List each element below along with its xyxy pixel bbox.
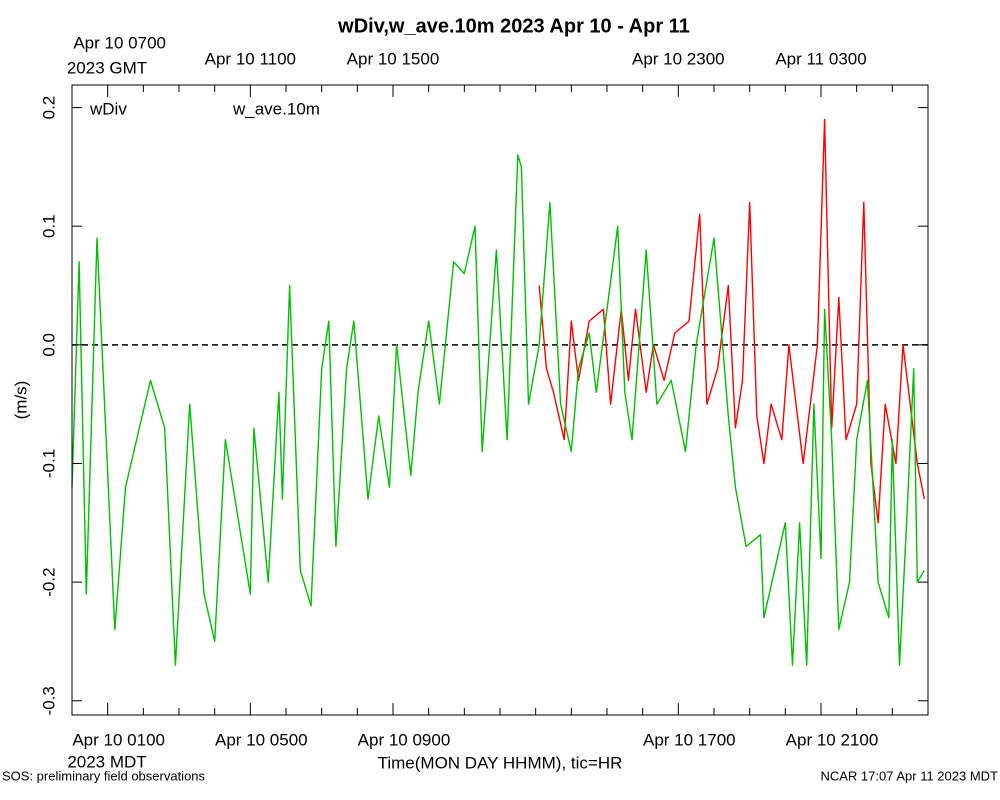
plot-frame xyxy=(71,84,929,716)
x-timezone-label: 2023 MDT xyxy=(67,752,146,771)
plot-area xyxy=(71,118,928,666)
y-tick-label: 0.2 xyxy=(39,96,58,120)
y-tick-label: -0.3 xyxy=(39,686,58,715)
x2-timezone-label: 2023 GMT xyxy=(67,58,147,77)
x-tick-label: Apr 10 1700 xyxy=(643,730,736,749)
y-tick-label: -0.2 xyxy=(39,567,58,596)
x-axis-label: Time(MON DAY HHMM), tic=HR xyxy=(378,753,623,772)
y-tick-label: 0.1 xyxy=(39,214,58,238)
y-tick-label: 0.0 xyxy=(39,333,58,357)
footer-left: SOS: preliminary field observations xyxy=(2,768,206,783)
x-tick-label: Apr 10 0500 xyxy=(215,730,308,749)
x2-tick-label: Apr 10 0700 xyxy=(73,33,166,52)
series-line xyxy=(71,154,925,666)
footer-right: NCAR 17:07 Apr 11 2023 MDT xyxy=(820,768,998,783)
x2-tick-label: Apr 11 0300 xyxy=(775,49,866,68)
x2-tick-label: Apr 10 1500 xyxy=(347,49,440,68)
legend-entry: w_ave.10m xyxy=(232,99,320,118)
x2-tick-label: Apr 10 2300 xyxy=(632,49,725,68)
chart-title: wDiv,w_ave.10m 2023 Apr 10 - Apr 11 xyxy=(337,15,690,37)
series-line xyxy=(538,118,926,524)
x2-tick-label: Apr 10 1100 xyxy=(205,49,296,68)
legend-entry: wDiv xyxy=(89,99,127,118)
x-tick-label: Apr 10 0900 xyxy=(358,730,451,749)
y-tick-label: -0.1 xyxy=(39,449,58,478)
x-tick-label: Apr 10 0100 xyxy=(72,730,165,749)
x-tick-label: Apr 10 2100 xyxy=(786,730,879,749)
y-axis-label: (m/s) xyxy=(11,381,30,420)
